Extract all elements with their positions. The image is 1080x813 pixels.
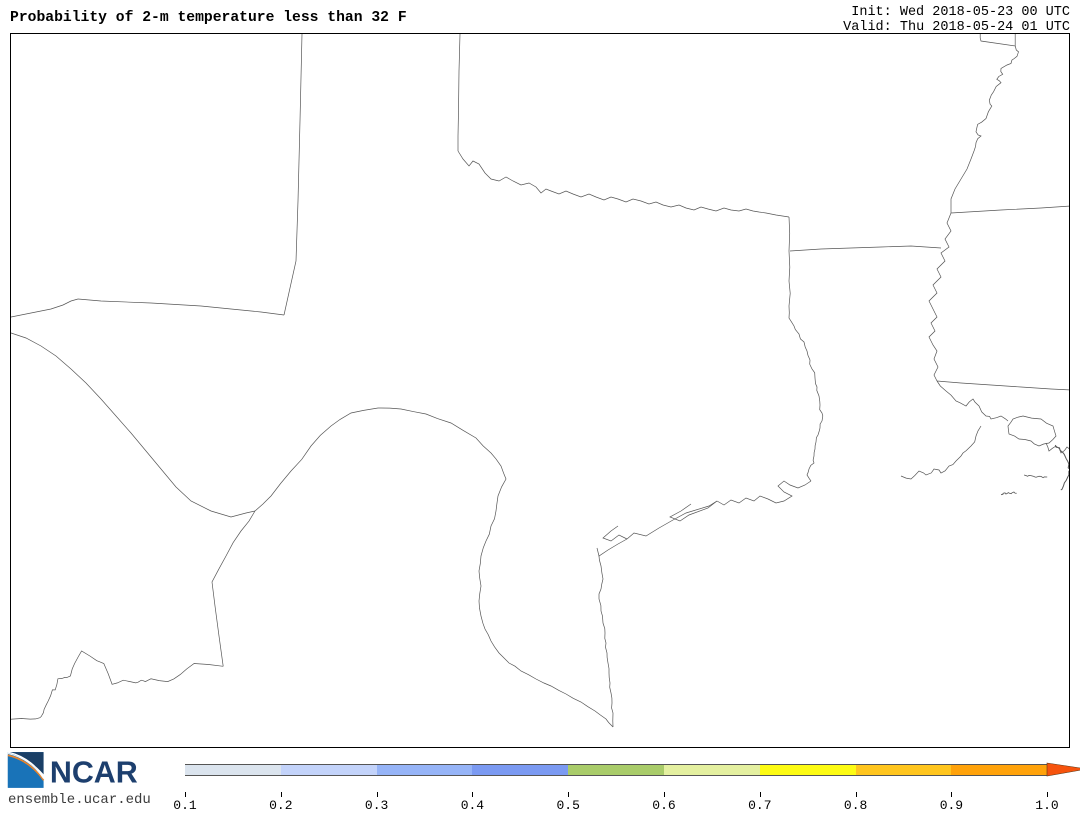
svg-text:NCAR: NCAR bbox=[50, 756, 138, 790]
